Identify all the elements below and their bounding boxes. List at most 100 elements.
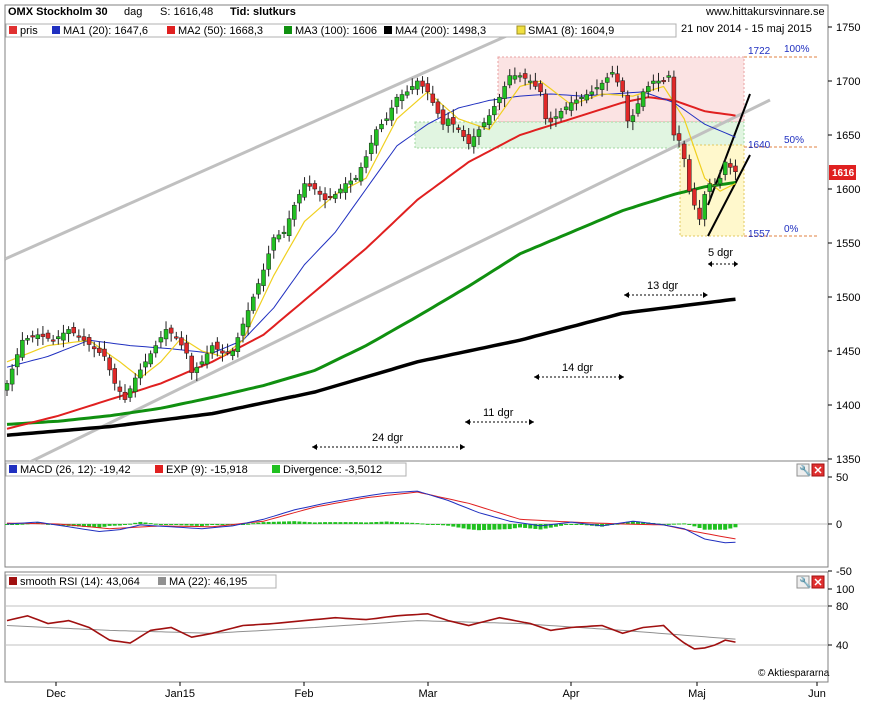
candle [281, 225, 287, 239]
divergence-bar [276, 521, 281, 524]
divergence-bar [471, 524, 476, 530]
annotation-24-dgr: 24 dgr [372, 432, 404, 444]
candle [676, 125, 682, 148]
macd-tick-label: 50 [836, 472, 848, 484]
divergence-bar [466, 524, 471, 530]
candle [681, 140, 687, 168]
candle [363, 150, 369, 174]
candle [168, 324, 174, 342]
legend-ma4: MA4 (200): 1498,3 [395, 25, 486, 37]
candle [179, 331, 184, 350]
divergence-bar [343, 522, 348, 524]
candle [702, 191, 707, 227]
legend-sma1: SMA1 (8): 1604,9 [528, 25, 614, 37]
rsi-line [6, 612, 736, 650]
rsi-settings-button[interactable] [796, 575, 810, 589]
price-badge [829, 165, 856, 180]
candle [15, 348, 20, 376]
trend-lines [5, 28, 771, 462]
candle [404, 85, 410, 99]
upper-channel-line [5, 28, 521, 261]
price-tick-label: 1600 [836, 184, 860, 196]
divergence-bar [553, 524, 558, 527]
divergence-bar [174, 524, 179, 525]
divergence-bar [687, 524, 692, 525]
candle [671, 70, 677, 141]
candle [189, 352, 194, 380]
macd-settings-button[interactable] [796, 463, 810, 477]
divergence-bar [559, 524, 564, 526]
candle [35, 328, 41, 346]
candle [666, 70, 672, 82]
legend-swatch-sma1 [516, 25, 526, 35]
price-tick-label: 1400 [836, 400, 860, 412]
candle [569, 96, 574, 117]
divergence-bar [5, 524, 9, 525]
divergence-bar [400, 522, 405, 524]
divergence-bar [102, 524, 107, 527]
candle [20, 332, 25, 361]
candle [728, 158, 733, 175]
divergence-bar [271, 521, 276, 524]
x-tick-label: Apr [562, 688, 579, 700]
legend-swatch-ma3 [284, 26, 292, 34]
candle [204, 345, 210, 369]
candle [415, 77, 420, 96]
candle [640, 88, 646, 112]
candle [379, 119, 384, 133]
divergence-bar [164, 524, 169, 525]
candle [717, 170, 723, 189]
rsi-series [5, 605, 828, 650]
candle [451, 109, 456, 133]
candle [235, 332, 241, 358]
candle [81, 328, 87, 347]
candle [220, 344, 225, 362]
candle [733, 159, 738, 181]
candle [158, 331, 164, 348]
candle [420, 76, 425, 94]
divergence-bar [246, 523, 251, 525]
annotation-13-dgr: 13 dgr [647, 280, 679, 292]
divergence-bar [374, 521, 379, 524]
candle [102, 340, 107, 361]
divergence-bar [122, 524, 127, 525]
divergence-bar [112, 524, 117, 526]
wrench-icon: 🔧 [799, 576, 811, 589]
divergence-bar [671, 523, 676, 525]
candle [261, 263, 266, 292]
divergence-bar [548, 524, 553, 528]
rsi-tick-label: 100 [836, 584, 854, 596]
candle [215, 337, 220, 357]
candle [435, 98, 441, 118]
divergence-bar [138, 521, 143, 524]
fib-mid-value: 1640 [748, 140, 771, 151]
divergence-bar [733, 524, 738, 528]
candle [348, 172, 353, 193]
date-range-label: 21 nov 2014 - 15 maj 2015 [681, 23, 812, 35]
candle [50, 334, 56, 345]
divergence-bar [143, 522, 148, 524]
candle [184, 334, 189, 359]
divergence-bar [723, 524, 728, 530]
candle [697, 199, 702, 226]
candle [656, 72, 661, 92]
price-tick-label: 1550 [836, 238, 860, 250]
candle [199, 355, 205, 368]
divergence-bar [528, 524, 533, 529]
candle [209, 342, 215, 359]
candle [440, 104, 446, 131]
candle [517, 72, 523, 83]
divergence-bar [302, 521, 307, 524]
candle [615, 65, 620, 87]
divergence-bar [389, 521, 394, 524]
candle [45, 329, 51, 342]
candle [661, 77, 666, 85]
candle [153, 340, 159, 358]
candle [240, 317, 246, 343]
candle [133, 373, 138, 398]
divergence-bar [133, 522, 138, 524]
divergence-bar [533, 524, 538, 529]
legend-pris: pris [20, 25, 38, 37]
candle [5, 380, 10, 397]
